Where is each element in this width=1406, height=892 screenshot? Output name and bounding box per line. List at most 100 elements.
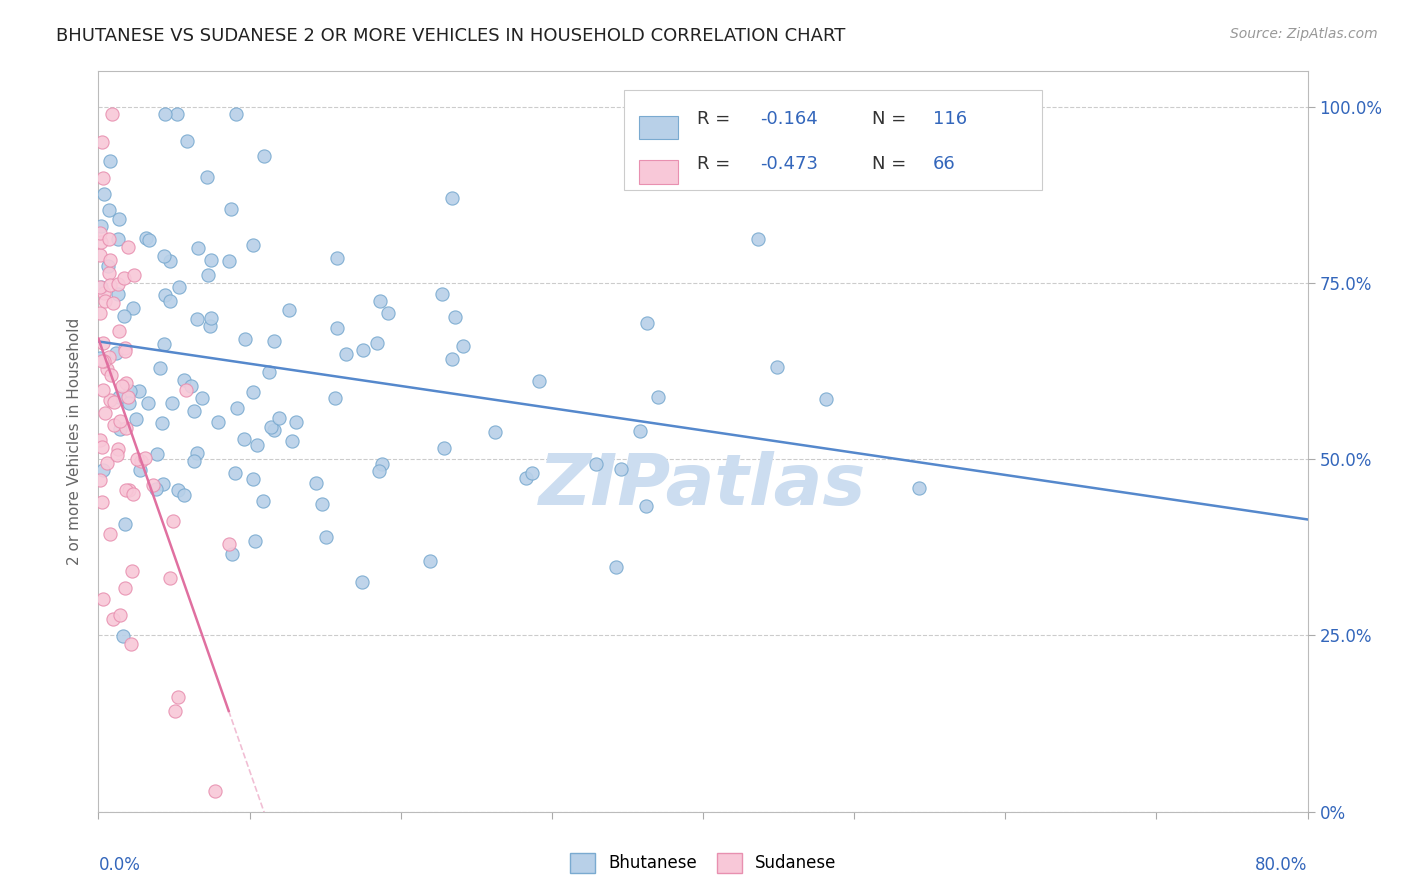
Point <box>368 293 391 308</box>
Point <box>114 341 136 355</box>
Point <box>104 346 127 360</box>
Point <box>323 391 346 405</box>
Point <box>183 404 205 418</box>
Point <box>371 457 394 471</box>
Point <box>108 211 131 226</box>
Point <box>91 170 114 185</box>
Point <box>207 415 229 429</box>
Point <box>444 310 467 324</box>
Text: -0.473: -0.473 <box>759 155 818 173</box>
Point <box>90 235 112 249</box>
Point <box>368 464 391 478</box>
Point <box>173 488 195 502</box>
Point <box>252 494 274 508</box>
Point <box>200 253 222 268</box>
Point <box>91 136 114 150</box>
Point <box>636 316 658 330</box>
Point <box>89 305 111 319</box>
Point <box>115 376 138 390</box>
Point <box>277 303 299 318</box>
Point <box>908 481 931 495</box>
Point <box>766 360 789 375</box>
Point <box>433 441 456 455</box>
Point <box>280 434 302 449</box>
Point <box>107 232 129 246</box>
Point <box>159 293 181 308</box>
Point <box>162 514 184 528</box>
Y-axis label: 2 or more Vehicles in Household: 2 or more Vehicles in Household <box>67 318 83 566</box>
Point <box>149 360 172 375</box>
Point <box>120 384 142 398</box>
Text: 0.0%: 0.0% <box>98 856 141 874</box>
Point <box>90 280 112 294</box>
Point <box>101 296 124 310</box>
Point <box>195 170 218 185</box>
Point <box>107 277 129 292</box>
Text: 80.0%: 80.0% <box>1256 856 1308 874</box>
Point <box>122 301 145 315</box>
Point <box>647 390 669 404</box>
Point <box>183 454 205 468</box>
Point <box>112 309 135 323</box>
Point <box>98 153 121 168</box>
Point <box>138 233 160 247</box>
Point <box>89 434 111 448</box>
Point <box>98 392 121 407</box>
Point <box>91 592 114 607</box>
Point <box>115 421 138 435</box>
Point <box>129 463 152 477</box>
Point <box>93 286 115 301</box>
Point <box>225 106 247 120</box>
Point <box>125 412 148 426</box>
Point <box>605 560 627 574</box>
Point <box>191 391 214 405</box>
Point <box>747 232 769 246</box>
Point <box>515 470 537 484</box>
Point <box>114 581 136 595</box>
Point <box>219 202 242 217</box>
Point <box>89 473 111 487</box>
Point <box>218 537 240 551</box>
Point <box>112 271 135 285</box>
Point <box>246 437 269 451</box>
Point <box>419 554 441 568</box>
Point <box>159 571 181 585</box>
Point <box>90 219 112 233</box>
Point <box>89 248 111 262</box>
Point <box>91 354 114 368</box>
Text: -0.164: -0.164 <box>759 111 817 128</box>
Point <box>89 351 111 366</box>
Point <box>484 425 506 439</box>
Point <box>89 226 111 240</box>
Point <box>610 462 633 476</box>
Point <box>167 280 190 294</box>
Point <box>153 288 176 302</box>
Point <box>159 254 181 268</box>
Point <box>89 280 111 294</box>
Point <box>263 334 285 348</box>
Point <box>305 475 328 490</box>
Point <box>153 248 176 262</box>
Point <box>98 253 121 268</box>
Text: N =: N = <box>872 111 912 128</box>
Point <box>186 311 208 326</box>
Point <box>335 347 357 361</box>
FancyBboxPatch shape <box>624 90 1042 190</box>
Point <box>257 365 280 379</box>
Point <box>108 422 131 436</box>
Point <box>242 472 264 486</box>
FancyBboxPatch shape <box>638 116 678 139</box>
Point <box>242 384 264 399</box>
Point <box>451 339 474 353</box>
Point <box>815 392 838 406</box>
Point <box>628 424 651 438</box>
Text: Source: ZipAtlas.com: Source: ZipAtlas.com <box>1230 27 1378 41</box>
Point <box>155 106 177 120</box>
Point <box>285 416 308 430</box>
Point <box>105 448 128 462</box>
Point <box>260 420 283 434</box>
Point <box>117 390 139 404</box>
Text: BHUTANESE VS SUDANESE 2 OR MORE VEHICLES IN HOUSEHOLD CORRELATION CHART: BHUTANESE VS SUDANESE 2 OR MORE VEHICLES… <box>56 27 845 45</box>
Point <box>441 351 464 366</box>
Point <box>117 240 139 254</box>
